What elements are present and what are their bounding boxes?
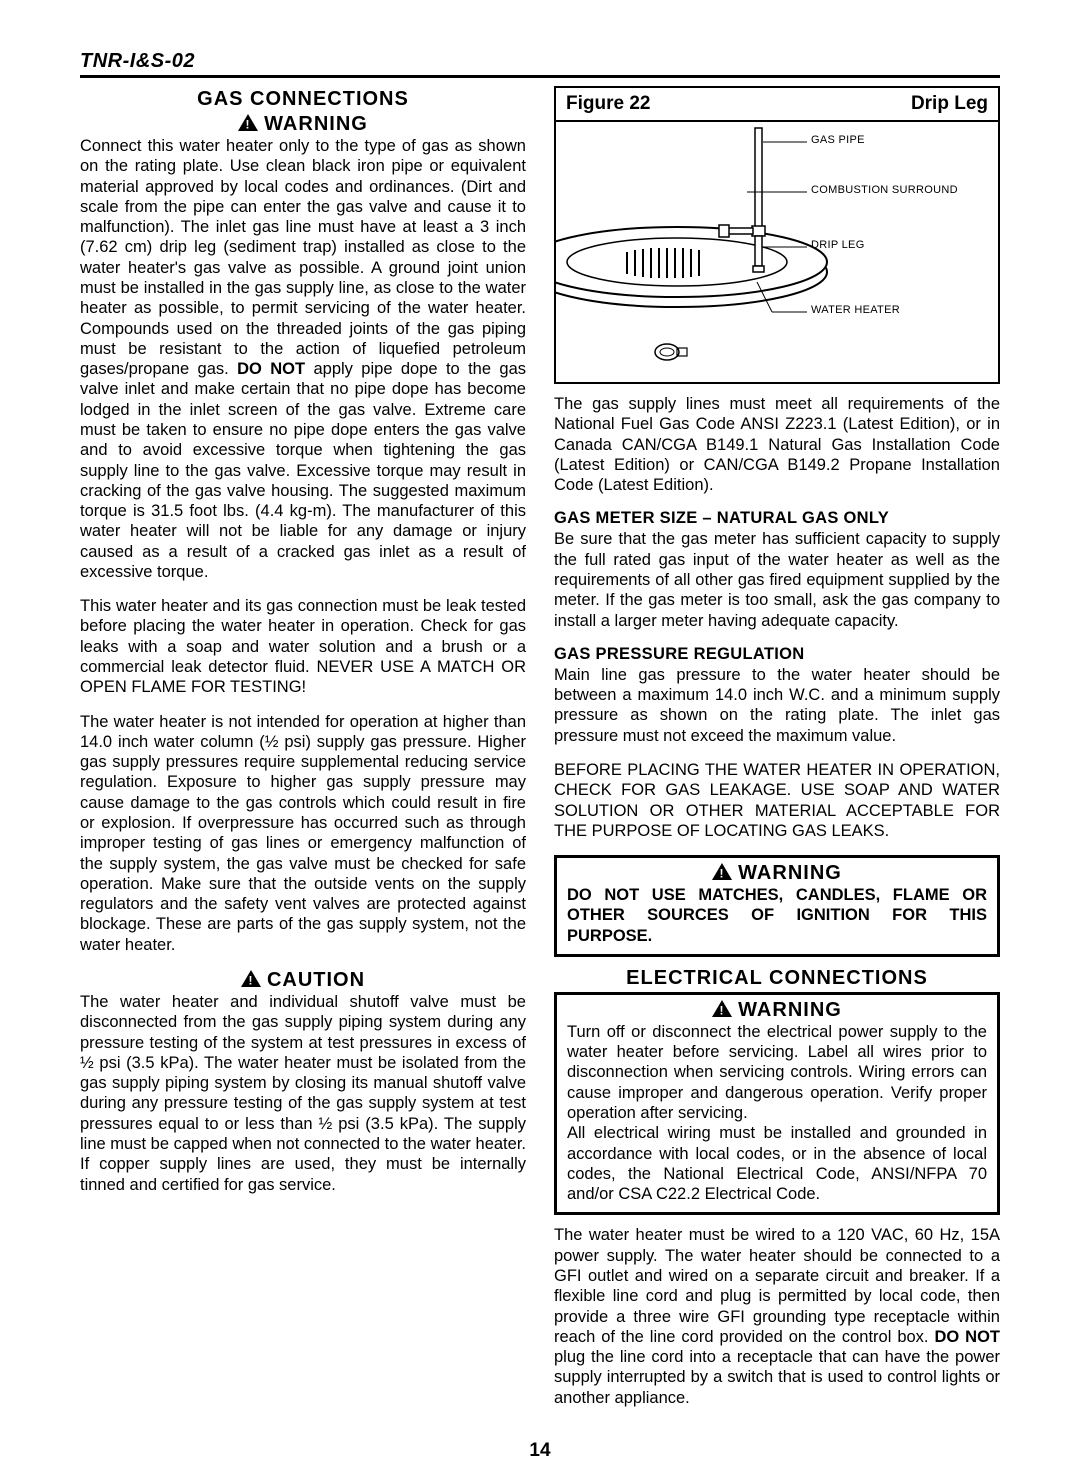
warning-paragraph-1: Connect this water heater only to the ty… <box>80 136 526 582</box>
electrical-paragraph: The water heater must be wired to a 120 … <box>554 1225 1000 1408</box>
warning-ignition-body: DO NOT USE MATCHES, CANDLES, FLAME OR OT… <box>567 885 987 946</box>
caution-heading: ! CAUTION <box>80 969 526 992</box>
figure-label-gas-pipe: GAS PIPE <box>811 134 865 146</box>
gas-meter-body: Be sure that the gas meter has sufficien… <box>554 529 1000 630</box>
gas-pressure-body: Main line gas pressure to the water heat… <box>554 665 1000 841</box>
warning-heading-ignition: ! WARNING <box>567 862 987 885</box>
warning-ignition-paragraph: DO NOT USE MATCHES, CANDLES, FLAME OR OT… <box>567 885 987 946</box>
caution-body: The water heater and individual shutoff … <box>80 992 526 1195</box>
svg-text:!: ! <box>248 973 253 987</box>
warning-label: WARNING <box>738 999 842 1021</box>
gas-meter-paragraph: Be sure that the gas meter has sufficien… <box>554 529 1000 630</box>
gas-pressure-paragraph: Main line gas pressure to the water heat… <box>554 665 1000 746</box>
document-code: TNR-I&S-02 <box>80 50 1000 78</box>
figure-label-water-heater: WATER HEATER <box>811 304 900 316</box>
figure-header: Figure 22 Drip Leg <box>556 88 998 122</box>
warning-paragraph-2: This water heater and its gas connection… <box>80 596 526 697</box>
warning-electrical-paragraph: Turn off or disconnect the electrical po… <box>567 1022 987 1205</box>
page-number: 14 <box>80 1440 1000 1462</box>
figure-22-box: Figure 22 Drip Leg <box>554 86 1000 384</box>
gas-meter-heading: GAS METER SIZE – NATURAL GAS ONLY <box>554 509 1000 528</box>
svg-text:!: ! <box>720 867 725 881</box>
warning-triangle-icon: ! <box>712 863 732 880</box>
warning-label: WARNING <box>738 862 842 884</box>
warning-triangle-icon: ! <box>238 114 258 131</box>
figure-label-drip-leg: DRIP LEG <box>811 239 865 251</box>
warning-paragraph-3: The water heater is not intended for ope… <box>80 712 526 955</box>
warning-heading-left: ! WARNING <box>80 113 526 136</box>
left-body: Connect this water heater only to the ty… <box>80 136 526 955</box>
warning-box-ignition: ! WARNING DO NOT USE MATCHES, CANDLES, F… <box>554 855 1000 957</box>
figure-label-combustion: COMBUSTION SURROUND <box>811 184 958 196</box>
gas-pressure-heading: GAS PRESSURE REGULATION <box>554 645 1000 664</box>
content-columns: GAS CONNECTIONS ! WARNING Connect this w… <box>80 86 1000 1422</box>
caution-paragraph: The water heater and individual shutoff … <box>80 992 526 1195</box>
caution-triangle-icon: ! <box>241 970 261 987</box>
figure-number: Figure 22 <box>566 93 650 115</box>
figure-title: Drip Leg <box>911 93 988 115</box>
right-column: Figure 22 Drip Leg <box>554 86 1000 1422</box>
warning-electrical-body: Turn off or disconnect the electrical po… <box>567 1022 987 1205</box>
gas-connections-heading: GAS CONNECTIONS <box>80 88 526 111</box>
warning-box-electrical: ! WARNING Turn off or disconnect the ele… <box>554 992 1000 1216</box>
warning-triangle-icon: ! <box>712 1000 732 1017</box>
codes-paragraph: The gas supply lines must meet all requi… <box>554 394 1000 495</box>
warning-heading-electrical: ! WARNING <box>567 999 987 1022</box>
left-column: GAS CONNECTIONS ! WARNING Connect this w… <box>80 86 526 1422</box>
warning-label: WARNING <box>264 113 368 135</box>
electrical-body: The water heater must be wired to a 120 … <box>554 1225 1000 1408</box>
caution-label: CAUTION <box>267 969 365 991</box>
electrical-heading: ELECTRICAL CONNECTIONS <box>554 967 1000 990</box>
right-body-1: The gas supply lines must meet all requi… <box>554 394 1000 495</box>
drip-leg-diagram <box>556 122 998 382</box>
svg-text:!: ! <box>720 1003 725 1017</box>
leak-check-paragraph: BEFORE PLACING THE WATER HEATER IN OPERA… <box>554 760 1000 841</box>
figure-body: GAS PIPE COMBUSTION SURROUND DRIP LEG WA… <box>556 122 998 382</box>
svg-text:!: ! <box>246 118 251 132</box>
